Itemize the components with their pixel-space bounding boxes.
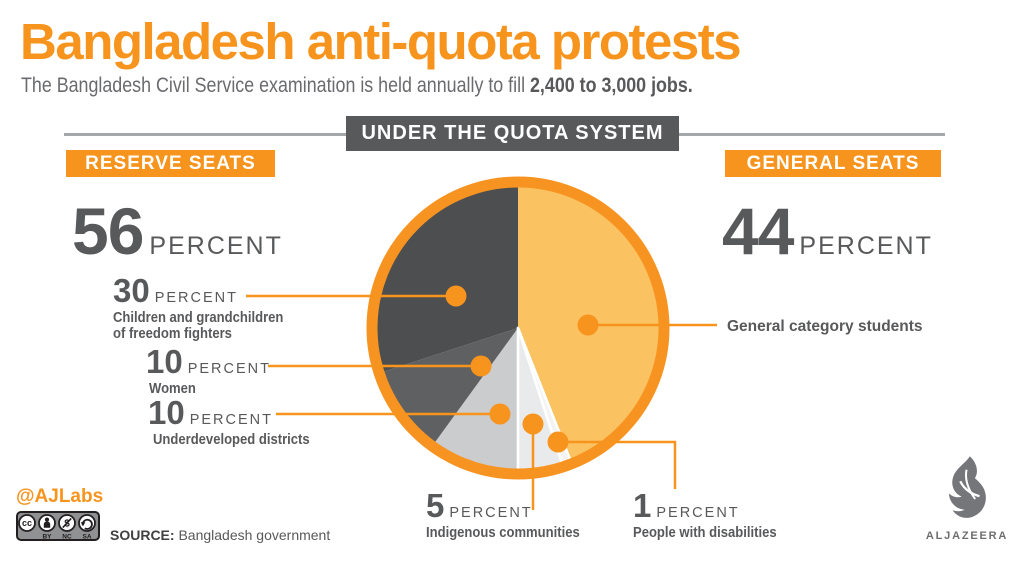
callout-disabilities-caption: People with disabilities bbox=[633, 525, 777, 541]
svg-text:$: $ bbox=[64, 519, 70, 530]
callout-women-unit: PERCENT bbox=[187, 361, 272, 377]
ajlabs-handle: @AJLabs bbox=[16, 486, 104, 507]
callout-indigenous: 5 PERCENT Indigenous communities bbox=[426, 489, 597, 542]
aljazeera-logo-text: ALJAZEERA bbox=[925, 530, 1009, 542]
callout-dot-general bbox=[577, 314, 599, 336]
callout-dot-indigenous bbox=[522, 413, 544, 435]
aljazeera-logo: ALJAZEERA bbox=[925, 452, 1009, 542]
source-value: Bangladesh government bbox=[178, 527, 331, 543]
callout-dot-women bbox=[470, 355, 492, 377]
aljazeera-flame-icon bbox=[948, 456, 986, 518]
callout-underdeveloped-caption: Underdeveloped districts bbox=[153, 432, 310, 448]
pie-slice-general bbox=[518, 186, 660, 461]
general-percent: 44 PERCENT bbox=[722, 198, 933, 264]
cc-icon-text: cc bbox=[22, 518, 32, 528]
source-label: SOURCE: bbox=[110, 527, 175, 543]
callout-dot-children bbox=[445, 285, 467, 307]
callout-indigenous-unit: PERCENT bbox=[449, 505, 533, 521]
callout-disabilities: 1 PERCENT People with disabilities bbox=[633, 489, 793, 542]
callout-underdeveloped-unit: PERCENT bbox=[189, 412, 274, 428]
pie-slice-underdeveloped bbox=[434, 328, 518, 470]
callout-children-caption: Children and grandchildren of freedom fig… bbox=[113, 310, 284, 342]
callout-women: 10 PERCENT Women bbox=[146, 345, 271, 398]
reserve-percent: 56 PERCENT bbox=[72, 198, 283, 264]
callout-underdeveloped-number: 10 bbox=[148, 394, 185, 431]
pie-slice-women bbox=[382, 328, 518, 443]
reserve-seats-badge: RESERVE SEATS bbox=[66, 150, 275, 177]
callout-women-caption: Women bbox=[149, 381, 196, 397]
reserve-percent-unit: PERCENT bbox=[149, 232, 283, 260]
callout-indigenous-caption: Indigenous communities bbox=[426, 525, 580, 541]
cc-license-badge: cc $ BY NC SA bbox=[16, 511, 100, 541]
pie-slice-children bbox=[376, 186, 518, 372]
general-percent-unit: PERCENT bbox=[799, 232, 933, 260]
page-subtitle: The Bangladesh Civil Service examination… bbox=[21, 74, 693, 98]
cc-icon bbox=[18, 514, 36, 532]
callout-dot-underdeveloped bbox=[489, 403, 511, 425]
pie-slice-indigenous bbox=[516, 326, 564, 472]
reserve-percent-number: 56 bbox=[72, 194, 144, 268]
callout-children-unit: PERCENT bbox=[154, 290, 239, 306]
source-credit: SOURCE: Bangladesh government bbox=[110, 527, 330, 543]
callout-line-disabilities bbox=[558, 440, 677, 489]
pie-slice-disabilities bbox=[516, 326, 572, 465]
subtitle-text: The Bangladesh Civil Service examination… bbox=[21, 74, 531, 97]
general-seats-badge: GENERAL SEATS bbox=[725, 150, 941, 177]
subtitle-bold-text: 2,400 to 3,000 jobs. bbox=[530, 74, 693, 97]
callout-dot-disabilities bbox=[547, 431, 569, 453]
callout-children-number: 30 bbox=[113, 272, 150, 309]
cc-sa-label: SA bbox=[82, 534, 91, 541]
cc-nc-label: NC bbox=[62, 534, 72, 541]
pie-ring bbox=[366, 176, 670, 480]
cc-by-label: BY bbox=[42, 534, 52, 541]
callout-disabilities-number: 1 bbox=[633, 487, 652, 524]
callout-indigenous-number: 5 bbox=[426, 487, 445, 524]
callout-women-number: 10 bbox=[146, 343, 183, 380]
page-title: Bangladesh anti-quota protests bbox=[20, 13, 742, 70]
callout-disabilities-unit: PERCENT bbox=[656, 505, 740, 521]
callout-children: 30 PERCENT Children and grandchildren of … bbox=[113, 274, 302, 342]
cc-badge-background bbox=[16, 511, 100, 541]
general-percent-number: 44 bbox=[722, 194, 794, 268]
quota-system-banner: UNDER THE QUOTA SYSTEM bbox=[346, 116, 679, 151]
callout-underdeveloped: 10 PERCENT Underdeveloped districts bbox=[148, 396, 327, 449]
callout-general-caption: General category students bbox=[727, 318, 923, 335]
